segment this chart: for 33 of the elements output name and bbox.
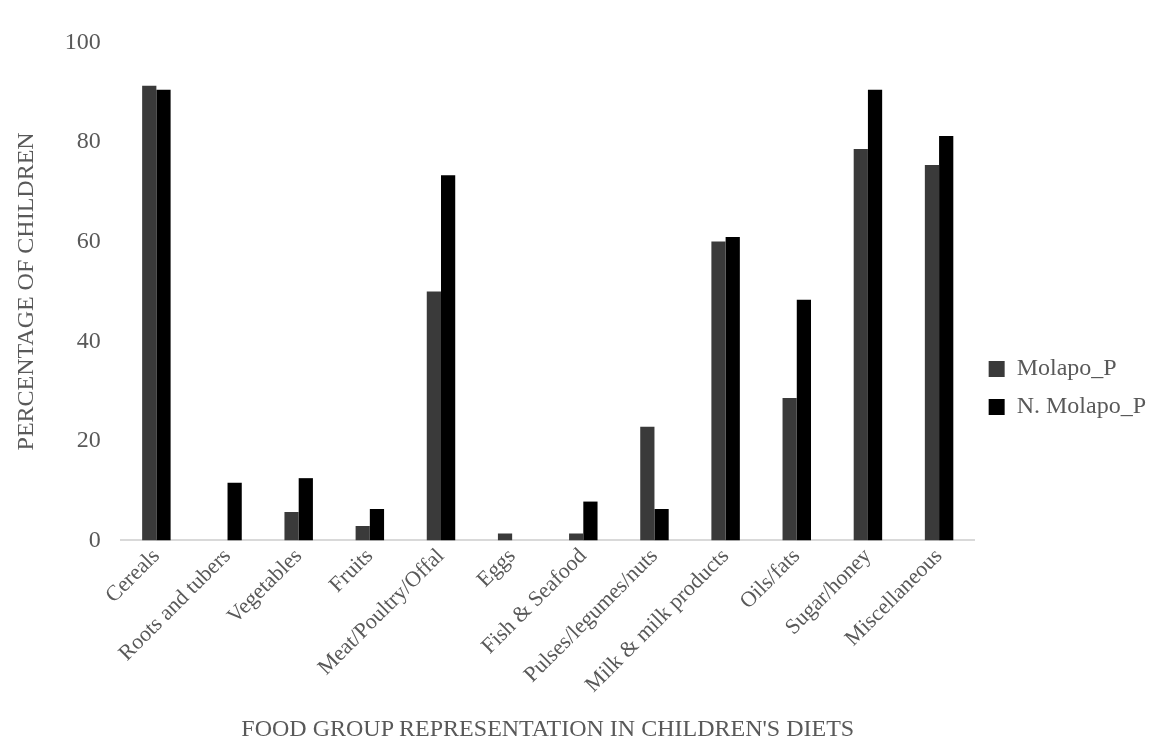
x-tick-label: Eggs	[470, 542, 520, 592]
bar	[142, 85, 157, 541]
y-tick-label: 0	[88, 525, 101, 552]
y-tick-label: 100	[64, 27, 101, 54]
y-tick-label: 80	[76, 127, 101, 154]
bar	[156, 89, 171, 541]
y-tick-label: 60	[76, 226, 101, 253]
bar	[284, 512, 299, 541]
bar	[355, 525, 370, 541]
bar	[853, 148, 868, 541]
bar	[441, 175, 456, 541]
y-axis-title: PERCENTAGE OF CHILDREN	[11, 132, 38, 451]
bar	[426, 291, 441, 541]
bar	[298, 478, 313, 541]
bar	[497, 533, 513, 541]
bar	[654, 509, 669, 541]
bar	[369, 509, 385, 541]
bar	[227, 482, 242, 541]
bar	[796, 299, 811, 541]
legend-label: N. Molapo_P	[1016, 392, 1146, 419]
bar	[583, 501, 598, 541]
y-tick-label: 20	[76, 426, 101, 453]
bar	[782, 397, 797, 541]
bar	[569, 533, 584, 541]
bar	[939, 136, 954, 541]
bar	[924, 164, 940, 541]
x-axis-title: FOOD GROUP REPRESENTATION IN CHILDREN'S DIETS	[241, 714, 855, 741]
bar	[867, 89, 883, 541]
bar	[725, 237, 740, 541]
bar	[711, 241, 726, 541]
bar	[640, 426, 655, 541]
y-tick-label: 40	[76, 326, 101, 353]
legend-label: Molapo_P	[1016, 354, 1117, 381]
